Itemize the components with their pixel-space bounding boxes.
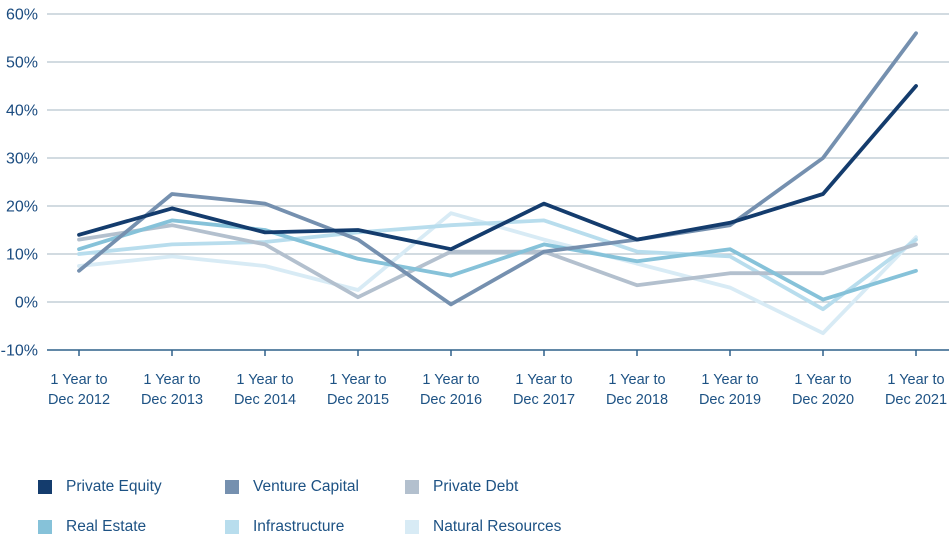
x-axis-label-period: Dec 2015 [326,391,390,408]
x-axis-label-prefix: 1 Year to [887,372,945,388]
legend-item-venture-capital: Venture Capital [225,478,359,495]
legend-item-real-estate: Real Estate [38,518,147,534]
legend-label-natural-resources: Natural Resources [433,518,562,534]
x-axis-label-period: Dec 2021 [884,391,948,408]
x-axis-label-dec-2020: 1 Year to Dec 2020 [775,371,871,410]
x-axis-label-prefix: 1 Year to [794,372,852,388]
x-axis-label-prefix: 1 Year to [329,372,387,388]
x-axis-label-prefix: 1 Year to [608,372,666,388]
x-axis-label-dec-2014: 1 Year to Dec 2014 [217,371,313,410]
x-axis-label-dec-2018: 1 Year to Dec 2018 [589,371,685,410]
x-axis-label-period: Dec 2019 [698,391,762,408]
x-axis-label-dec-2012: 1 Year to Dec 2012 [31,371,127,410]
x-axis: 1 Year to Dec 2012 1 Year to Dec 2013 1 Year… [0,371,949,415]
x-axis-label-period: Dec 2018 [605,391,669,408]
x-axis-label-prefix: 1 Year to [236,372,294,388]
legend-swatch-private-debt [405,480,419,494]
x-axis-label-period: Dec 2013 [140,391,204,408]
legend-swatch-venture-capital [225,480,239,494]
x-axis-label-period: Dec 2014 [233,391,297,408]
x-axis-label-dec-2017: 1 Year to Dec 2017 [496,371,592,410]
y-tick-label: 10% [6,247,38,264]
x-axis-label-period: Dec 2020 [791,391,855,408]
legend-item-natural-resources: Natural Resources [405,518,562,534]
legend-swatch-private-equity [38,480,52,494]
legend-item-private-equity: Private Equity [38,478,162,495]
legend-swatch-infrastructure [225,520,239,534]
y-tick-label: 0% [15,295,38,312]
legend-label-private-equity: Private Equity [66,478,162,495]
x-axis-label-period: Dec 2012 [47,391,111,408]
x-axis-label-prefix: 1 Year to [701,372,759,388]
x-axis-label-dec-2016: 1 Year to Dec 2016 [403,371,499,410]
x-axis-label-prefix: 1 Year to [143,372,201,388]
y-tick-label: 20% [6,199,38,216]
x-axis-label-prefix: 1 Year to [515,372,573,388]
series-line-infrastructure [77,218,918,312]
x-axis-label-period: Dec 2016 [419,391,483,408]
legend-label-infrastructure: Infrastructure [253,518,345,534]
y-tick-label: 50% [6,55,38,72]
legend-label-venture-capital: Venture Capital [253,478,359,495]
y-tick-label: 40% [6,103,38,120]
x-axis-label-period: Dec 2017 [512,391,576,408]
legend-label-real-estate: Real Estate [66,518,147,534]
y-tick-label: 30% [6,151,38,168]
y-tick-label: -10% [1,343,38,360]
legend-swatch-real-estate [38,520,52,534]
series-line-real-estate [77,218,918,302]
plot-area: 60% 50% 40% 30% 20% 10% 0% -10% [1,7,949,360]
legend-item-infrastructure: Infrastructure [225,518,345,534]
x-axis-label-prefix: 1 Year to [50,372,108,388]
legend-label-private-debt: Private Debt [433,478,519,495]
x-axis-label-dec-2013: 1 Year to Dec 2013 [124,371,220,410]
x-axis-label-dec-2021: 1 Year to Dec 2021 [868,371,949,410]
series-line-venture-capital [77,31,918,307]
y-tick-label: 60% [6,7,38,24]
series-line-private-equity [77,84,918,252]
legend-swatch-natural-resources [405,520,419,534]
legend-item-private-debt: Private Debt [405,478,519,495]
x-axis-label-dec-2019: 1 Year to Dec 2019 [682,371,778,410]
x-axis-label-prefix: 1 Year to [422,372,480,388]
x-axis-label-dec-2015: 1 Year to Dec 2015 [310,371,406,410]
